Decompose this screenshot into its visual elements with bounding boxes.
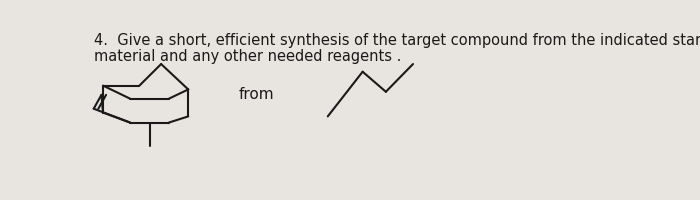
Text: material and any other needed reagents .: material and any other needed reagents .	[94, 49, 401, 64]
Text: 4.  Give a short, efficient synthesis of the target compound from the indicated : 4. Give a short, efficient synthesis of …	[94, 33, 700, 48]
Text: from: from	[239, 87, 274, 102]
